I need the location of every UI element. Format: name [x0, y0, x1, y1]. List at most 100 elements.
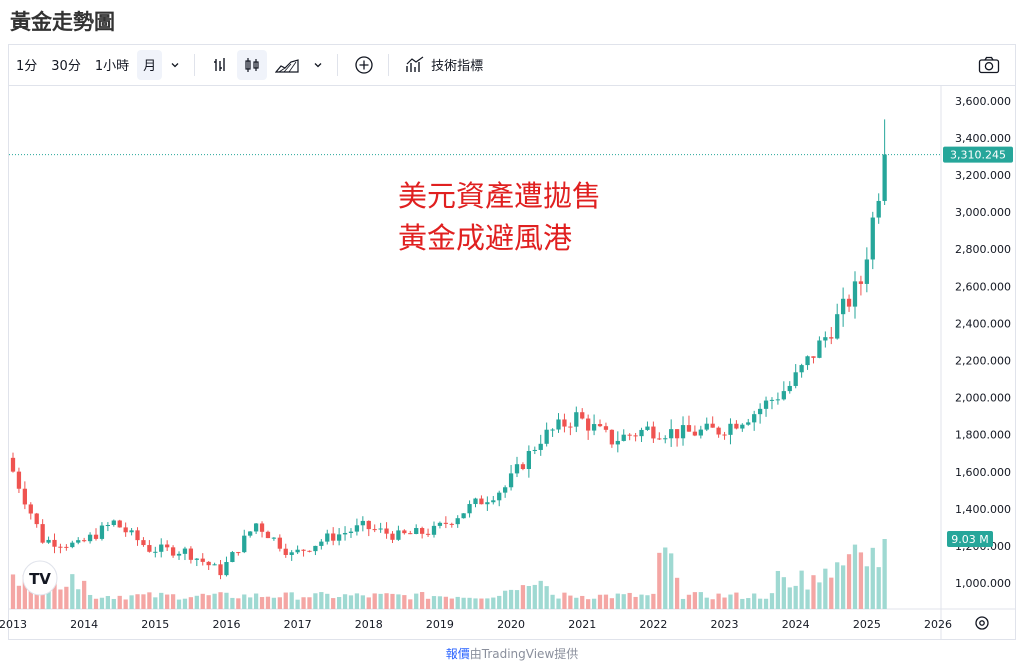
volume-bar: [752, 593, 757, 609]
candle: [420, 528, 425, 534]
volume-bar: [769, 593, 775, 609]
x-tick-label: 2024: [782, 618, 810, 631]
candle: [858, 281, 864, 284]
volume-bar: [805, 589, 810, 609]
candle: [514, 464, 520, 474]
volume-bar: [135, 594, 140, 609]
volume-bar: [212, 593, 217, 609]
volume-bar: [574, 597, 579, 609]
candle: [34, 513, 39, 525]
volume-bar: [846, 554, 852, 609]
candle: [538, 443, 543, 450]
candle: [728, 423, 733, 435]
volume-bar: [591, 598, 597, 609]
last-price-label: 3,310.245: [950, 149, 1006, 162]
last-volume-label: 9.03 M: [951, 533, 988, 546]
x-tick-label: 2025: [853, 618, 881, 631]
volume-bar: [858, 552, 864, 609]
interval-1m-button[interactable]: 1分: [16, 59, 38, 74]
volume-bar: [182, 598, 188, 609]
volume-bar: [111, 598, 116, 609]
candle: [520, 464, 526, 470]
candle: [437, 522, 443, 526]
x-tick-label: 2015: [141, 618, 169, 631]
volume-bar: [289, 592, 294, 609]
candle: [82, 540, 87, 542]
volume-bar: [716, 593, 721, 609]
candle: [348, 531, 354, 533]
candle: [621, 434, 626, 441]
volume-bar: [722, 597, 727, 609]
volume-bar: [757, 598, 763, 609]
candle: [846, 298, 852, 307]
interval-month-button[interactable]: 月: [137, 49, 163, 80]
candle: [206, 561, 211, 566]
interval-1h-button[interactable]: 1小時: [94, 59, 130, 74]
attribution-suffix: 提供: [554, 647, 579, 661]
volume-bar: [420, 592, 425, 609]
interval-30m-button[interactable]: 30分: [51, 59, 81, 74]
y-tick-label: 3,200.000: [955, 169, 1011, 182]
volume-bar: [526, 586, 531, 609]
add-compare-button[interactable]: [348, 50, 380, 80]
candle: [503, 487, 508, 493]
candle: [200, 558, 205, 562]
y-tick-label: 3,000.000: [955, 206, 1011, 219]
volume-bar: [538, 580, 543, 609]
candle: [176, 553, 182, 556]
gold-price-chart[interactable]: 1,000.0001,200.0001,400.0001,600.0001,80…: [0, 0, 1024, 640]
x-tick-label: 2018: [355, 618, 383, 631]
candle: [283, 548, 288, 555]
candle: [58, 546, 63, 548]
volume-bar: [159, 592, 164, 609]
volume-bar: [301, 597, 306, 609]
candle: [313, 545, 318, 552]
indicators-button[interactable]: 技術指標: [399, 50, 489, 80]
attribution-brand[interactable]: TradingView: [481, 647, 555, 661]
candle: [117, 520, 122, 528]
volume-bar: [669, 553, 674, 609]
y-tick-label: 2,600.000: [955, 280, 1011, 293]
volume-bar: [461, 597, 466, 609]
volume-bar: [348, 595, 354, 609]
volume-bar: [556, 598, 561, 609]
candle: [615, 440, 620, 445]
attribution-quote-link[interactable]: 報價: [445, 647, 470, 661]
candle-style-button[interactable]: [237, 49, 268, 80]
candle: [390, 533, 395, 540]
candle: [568, 426, 573, 428]
bar-style-button[interactable]: [205, 50, 235, 80]
settings-gear-icon[interactable]: [975, 616, 989, 630]
volume-bar: [680, 598, 686, 609]
candle: [301, 549, 306, 551]
volume-bar: [491, 597, 496, 609]
page-title: 黃金走勢圖: [10, 10, 115, 34]
volume-bar: [882, 539, 887, 609]
volume-bar: [740, 598, 745, 609]
candle: [550, 429, 555, 431]
snapshot-button[interactable]: [972, 50, 1006, 80]
candle: [562, 419, 567, 427]
volume-bar: [82, 580, 87, 609]
interval-dropdown-button[interactable]: [164, 50, 186, 80]
x-tick-label: 2017: [284, 618, 312, 631]
candle: [574, 412, 579, 427]
candle: [289, 552, 294, 555]
chart-style-dropdown-button[interactable]: [307, 50, 329, 80]
candle: [609, 429, 615, 445]
volume-bar: [503, 590, 508, 609]
volume-bar: [176, 599, 182, 609]
x-tick-label: 2026: [924, 618, 952, 631]
area-style-button[interactable]: [269, 50, 305, 80]
candle: [781, 391, 786, 400]
candle: [253, 523, 259, 532]
volume-bar: [218, 592, 223, 609]
candle: [76, 540, 81, 543]
candle: [882, 154, 887, 201]
candle: [657, 438, 662, 440]
candle: [159, 544, 164, 552]
candle: [123, 527, 128, 533]
volume-bar: [153, 597, 158, 609]
volume-bar: [763, 598, 769, 609]
candle: [10, 457, 16, 472]
